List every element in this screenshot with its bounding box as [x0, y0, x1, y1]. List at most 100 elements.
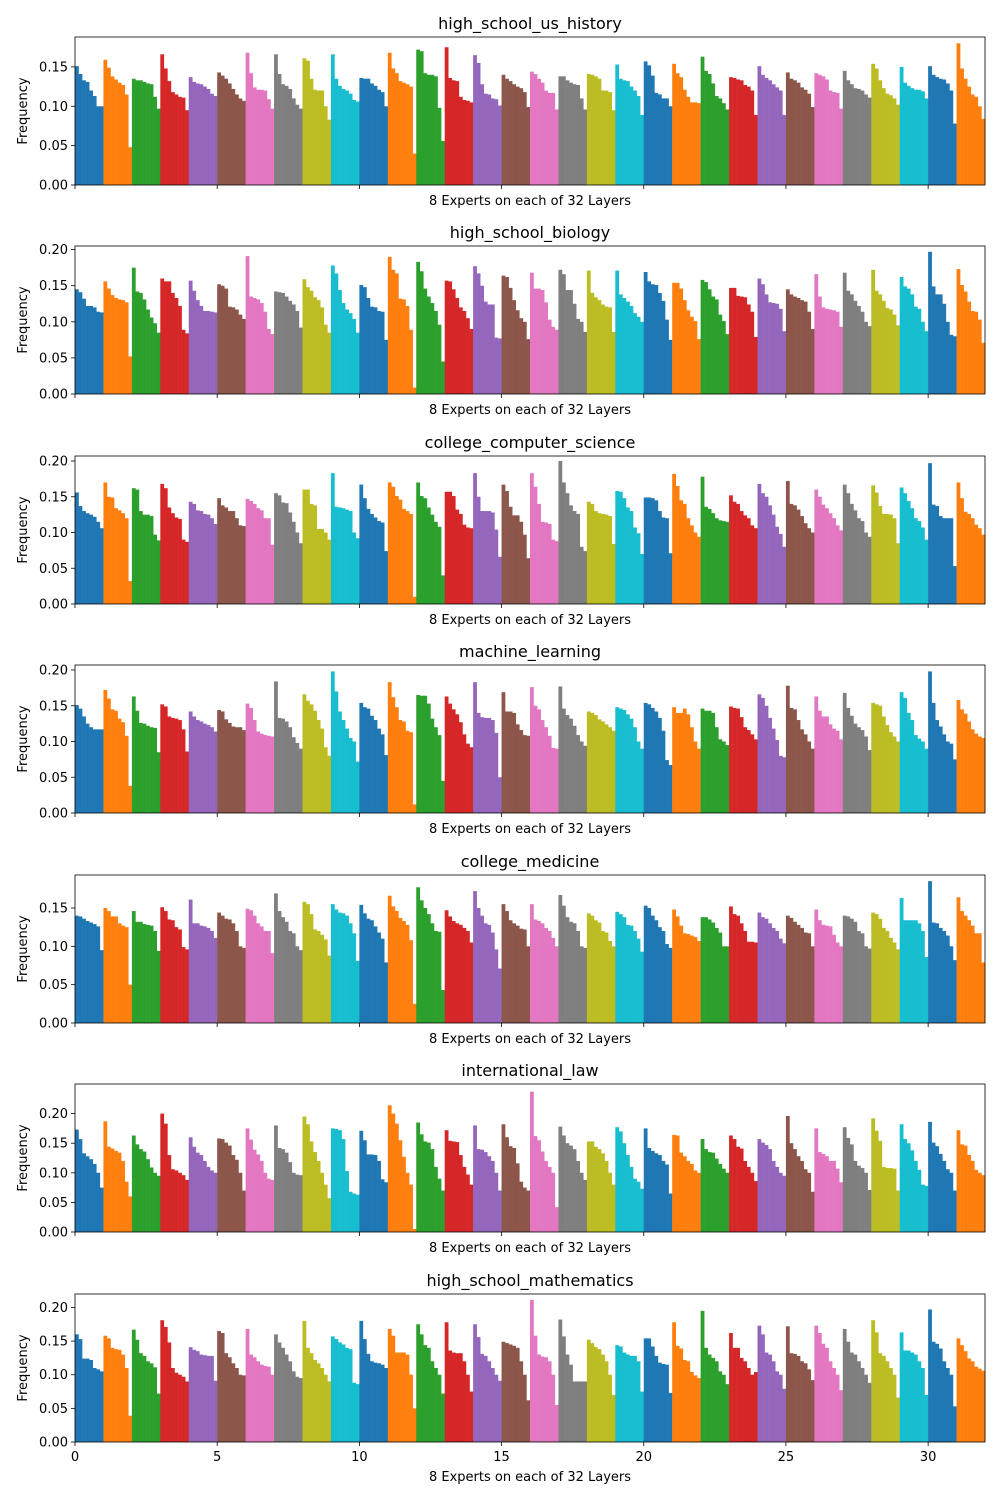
bar-layer-29-expert-5: [917, 738, 922, 813]
bar-layer-20-expert-7: [668, 1392, 673, 1442]
bar-layer-15-expert-7: [526, 735, 531, 813]
bar-layer-18-expert-1: [590, 1141, 595, 1232]
bar-layer-1-expert-5: [121, 925, 126, 1023]
bar-layer-13-expert-4: [458, 924, 463, 1023]
bar-layer-16-expert-3: [540, 82, 545, 185]
bar-layer-2-expert-3: [142, 299, 147, 394]
bar-layer-15-expert-5: [519, 928, 524, 1023]
bar-layer-12-expert-0: [416, 1122, 421, 1232]
bar-layer-21-expert-7: [697, 940, 701, 1023]
bar-layer-13-expert-7: [469, 1184, 474, 1232]
bar-layer-31-expert-0: [956, 1338, 961, 1442]
bar-layer-11-expert-3: [398, 81, 403, 185]
bar-layer-6-expert-0: [245, 908, 250, 1023]
bar-layer-24-expert-6: [778, 308, 783, 394]
bar-layer-25-expert-0: [785, 915, 790, 1023]
bar-layer-14-expert-2: [480, 717, 485, 813]
bar-layer-18-expert-2: [593, 297, 598, 394]
bar-layer-1-expert-0: [103, 482, 108, 604]
bar-layer-27-expert-5: [860, 90, 865, 185]
bar-layer-30-expert-6: [949, 743, 954, 813]
bar-layer-9-expert-5: [348, 313, 353, 394]
bar-layer-11-expert-4: [402, 1156, 406, 1232]
bar-layer-3-expert-7: [185, 1381, 189, 1442]
bar-layer-6-expert-6: [266, 735, 271, 813]
bar-layer-19-expert-0: [615, 491, 620, 604]
bar-layer-3-expert-1: [163, 1326, 168, 1442]
bar-layer-21-expert-0: [672, 282, 676, 394]
bar-layer-6-expert-7: [270, 1179, 275, 1232]
bar-layer-0-expert-4: [89, 305, 94, 394]
bar-layer-11-expert-0: [387, 256, 392, 394]
bar-layer-19-expert-3: [625, 81, 630, 185]
bar-layer-30-expert-4: [942, 303, 947, 394]
bar-layer-0-expert-4: [89, 1359, 94, 1442]
bar-layer-4-expert-1: [192, 923, 197, 1023]
bar-layer-2-expert-3: [142, 1151, 147, 1232]
bar-layer-1-expert-7: [128, 984, 133, 1023]
bar-layer-25-expert-2: [793, 505, 797, 604]
bar-layer-16-expert-1: [533, 705, 538, 813]
bar-layer-2-expert-6: [153, 96, 157, 185]
bar-layer-24-expert-1: [761, 74, 765, 185]
bar-layer-13-expert-0: [444, 910, 449, 1023]
bar-layer-13-expert-5: [462, 1166, 467, 1232]
bar-layer-11-expert-5: [405, 1354, 410, 1442]
bar-layer-25-expert-3: [796, 1355, 801, 1442]
bar-layer-9-expert-2: [338, 711, 342, 813]
bar-layer-8-expert-3: [313, 1152, 317, 1232]
bar-layer-22-expert-4: [714, 1158, 719, 1232]
bar-layer-7-expert-1: [277, 1342, 282, 1442]
bar-layer-27-expert-6: [864, 321, 868, 394]
bar-layer-1-expert-7: [128, 1196, 133, 1232]
y-tick-label: 0.10: [39, 1166, 68, 1181]
bar-layer-11-expert-5: [405, 1172, 410, 1232]
bar-layer-30-expert-0: [928, 1309, 932, 1442]
bar-layer-23-expert-2: [736, 1347, 740, 1442]
bar-layer-24-expert-3: [768, 1354, 772, 1442]
bar-layer-4-expert-4: [202, 1355, 207, 1442]
bar-layer-12-expert-6: [437, 735, 442, 813]
bar-layer-3-expert-4: [174, 927, 179, 1023]
axes-frame: [74, 664, 986, 814]
bar-layer-15-expert-4: [515, 1163, 520, 1232]
bar-layer-15-expert-5: [519, 88, 524, 185]
bar-layer-16-expert-6: [551, 539, 556, 604]
bar-layer-21-expert-0: [672, 473, 676, 604]
bar-layer-2-expert-5: [149, 1167, 154, 1232]
bar-layer-31-expert-6: [977, 933, 982, 1023]
bar-layer-4-expert-5: [206, 1355, 211, 1442]
y-axis-label: Frequency: [16, 77, 31, 144]
bar-layer-20-expert-0: [643, 271, 648, 394]
bar-layer-17-expert-2: [565, 1354, 570, 1442]
bar-layer-14-expert-4: [487, 717, 492, 813]
bar-layer-19-expert-4: [629, 511, 634, 604]
bar-layer-28-expert-2: [878, 294, 883, 394]
bar-layer-0-expert-0: [75, 289, 79, 394]
bar-layer-19-expert-1: [618, 1346, 623, 1442]
bar-layer-14-expert-7: [498, 556, 502, 604]
bar-layer-18-expert-4: [601, 721, 605, 813]
chart-title: international_law: [461, 1061, 598, 1081]
bar-layer-25-expert-4: [800, 300, 804, 394]
bar-layer-30-expert-2: [935, 923, 940, 1023]
bar-layer-14-expert-3: [483, 301, 488, 394]
bar-layer-17-expert-5: [576, 735, 581, 813]
bar-layer-9-expert-7: [355, 1194, 360, 1232]
bar-layer-17-expert-2: [565, 493, 570, 604]
bar-layer-19-expert-4: [629, 1166, 634, 1232]
bar-layer-14-expert-1: [476, 1149, 481, 1232]
bar-layer-12-expert-0: [416, 261, 421, 394]
bar-layer-18-expert-4: [601, 304, 605, 394]
bar-layer-25-expert-7: [810, 946, 815, 1023]
bar-layer-4-expert-0: [188, 1137, 193, 1232]
bar-layer-24-expert-4: [771, 1361, 776, 1442]
bar-layer-23-expert-0: [729, 906, 733, 1023]
bar-layer-30-expert-4: [942, 1361, 947, 1442]
bar-layer-13-expert-2: [451, 1352, 456, 1442]
bar-layer-10-expert-3: [370, 1154, 374, 1232]
bar-layer-21-expert-6: [693, 937, 698, 1023]
bar-layer-7-expert-2: [281, 1347, 285, 1442]
bar-layer-27-expert-2: [849, 294, 854, 394]
bar-layer-7-expert-6: [295, 104, 300, 185]
